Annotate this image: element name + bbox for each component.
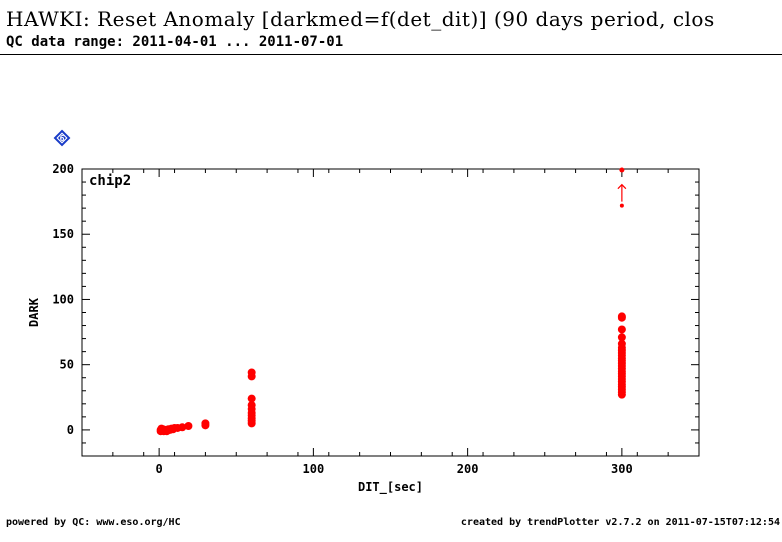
plot-frame — [81, 168, 700, 457]
y-tick-label: 200 — [52, 162, 74, 176]
page-title: HAWKI: Reset Anomaly [darkmed=f(det_dit)… — [6, 7, 715, 31]
data-point — [617, 312, 626, 321]
data-point — [617, 333, 626, 342]
data-point — [184, 421, 193, 430]
x-tick-label: 200 — [457, 462, 479, 476]
panel-label: chip2 — [89, 173, 131, 189]
x-tick-label: 300 — [611, 462, 633, 476]
x-axis-label: DIT_[sec] — [358, 480, 423, 495]
data-point — [247, 368, 256, 377]
data-point — [247, 401, 256, 410]
data-point — [617, 325, 626, 334]
footer-powered-by: powered by QC: www.eso.org/HC — [6, 517, 181, 528]
offscale-arrow-head — [617, 183, 627, 190]
footer-created-by: created by trendPlotter v2.7.2 on 2011-0… — [460, 517, 780, 528]
y-tick-label: 0 — [67, 423, 74, 437]
y-tick-label: 100 — [52, 292, 74, 306]
y-tick-label: 50 — [60, 358, 74, 372]
data-point — [617, 339, 626, 348]
offscale-marker — [619, 167, 625, 173]
header-divider — [0, 54, 782, 55]
data-points — [156, 167, 627, 436]
diamond-6-icon[interactable]: 6 — [53, 129, 71, 147]
badge-label: 6 — [60, 134, 65, 143]
axis-ticks: 0 100 200 300 0 50 100 150 200 — [52, 162, 700, 476]
x-tick-label: 100 — [303, 462, 325, 476]
data-point — [201, 419, 210, 428]
data-point — [178, 423, 187, 432]
x-tick-label: 0 — [156, 462, 163, 476]
data-point — [247, 394, 256, 403]
data-range-subtitle: QC data range: 2011-04-01 ... 2011-07-01 — [6, 34, 344, 50]
y-axis-label: DARK — [27, 297, 41, 327]
offscale-arrow-base — [619, 203, 624, 208]
y-tick-label: 150 — [52, 227, 74, 241]
